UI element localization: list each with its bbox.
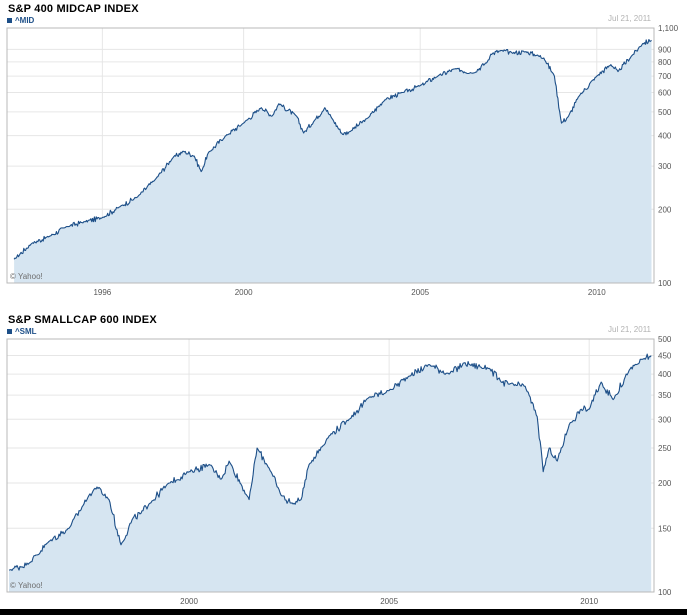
plot-border [6,338,655,593]
y-tick-label: 350 [658,391,672,400]
x-tick-label: 2000 [180,597,198,606]
y-tick-label: 400 [658,370,672,379]
legend-label: ^SML [15,327,37,336]
series-area-fill [9,354,652,592]
chart-legend: ^SML [7,327,37,336]
chart-title: S&P SMALLCAP 600 INDEX [8,314,157,326]
y-tick-label: 800 [658,58,672,67]
chart-date-label: Jul 21, 2011 [608,14,651,23]
chart-title: S&P 400 MIDCAP INDEX [8,3,139,15]
midcap-chart-panel: S&P 400 MIDCAP INDEX ^MID Jul 21, 2011 1… [0,0,687,300]
plot-border [6,27,655,284]
x-tick-label: 2010 [588,288,606,297]
y-tick-label: 450 [658,352,672,361]
series-line [8,353,652,571]
y-tick-label: 600 [658,88,672,97]
yahoo-credit: © Yahoo! [10,581,43,590]
y-tick-label: 500 [658,108,672,117]
y-tick-label: 300 [658,415,672,424]
legend-swatch [7,329,12,334]
bottom-rule [0,609,687,615]
x-tick-label: 2005 [380,597,398,606]
x-tick-label: 2000 [235,288,253,297]
legend-swatch [7,18,12,23]
series-line [13,38,652,260]
x-tick-label: 1996 [93,288,111,297]
x-tick-label: 2010 [580,597,598,606]
series-area-fill [14,39,652,283]
y-tick-label: 200 [658,479,672,488]
y-tick-label: 700 [658,72,672,81]
chart-legend: ^MID [7,16,34,25]
yahoo-credit: © Yahoo! [10,272,43,281]
smallcap-chart-panel: S&P SMALLCAP 600 INDEX ^SML Jul 21, 2011… [0,311,687,611]
y-tick-label: 250 [658,444,672,453]
smallcap-chart-svg: 100 150 200 250 300 350 400 450 500 2000 2005 2010 ©… [6,335,672,606]
y-tick-label: 300 [658,162,672,171]
y-tick-label: 900 [658,45,672,54]
y-tick-label: 150 [658,524,672,533]
y-tick-label: 100 [658,588,672,597]
legend-label: ^MID [15,16,35,25]
x-tick-label: 2005 [411,288,429,297]
y-tick-label: 1,100 [658,24,679,33]
chart-date-label: Jul 21, 2011 [608,325,651,334]
y-tick-label: 500 [658,335,672,344]
y-tick-label: 100 [658,279,672,288]
y-tick-label: 400 [658,132,672,141]
midcap-chart-svg: 100 200 300 400 500 600 700 800 900 1,100 1996 2000… [6,24,679,297]
y-tick-label: 200 [658,205,672,214]
